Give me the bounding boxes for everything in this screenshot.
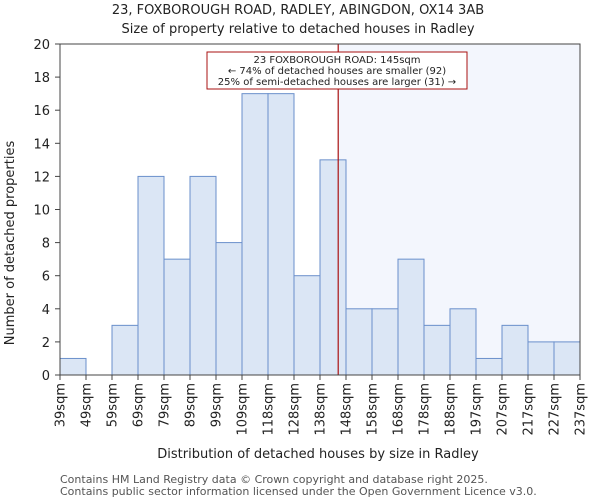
bar-178sqm	[423, 324, 451, 376]
y-tick-label-0: 0	[42, 369, 50, 384]
bar-59sqm	[111, 324, 139, 376]
x-tick-label-168sqm: 168sqm	[392, 383, 407, 436]
y-tick-label-10: 10	[33, 204, 50, 219]
x-tick-label-89sqm: 89sqm	[184, 383, 199, 427]
chart-title: 23, FOXBOROUGH ROAD, RADLEY, ABINGDON, O…	[112, 3, 484, 18]
annotation-line-1: 23 FOXBOROUGH ROAD: 145sqm	[254, 55, 421, 66]
chart-subtitle: Size of property relative to detached ho…	[121, 22, 474, 37]
x-tick-label-128sqm: 128sqm	[288, 383, 303, 436]
x-tick-label-188sqm: 188sqm	[444, 383, 459, 436]
bar-158sqm	[371, 308, 399, 376]
y-axis-label: Number of detached properties	[3, 141, 18, 346]
x-tick-label-59sqm: 59sqm	[106, 383, 121, 427]
x-tick-label-237sqm: 237sqm	[574, 383, 589, 436]
y-tick-label-16: 16	[33, 104, 50, 119]
annotation-line-2: ← 74% of detached houses are smaller (92…	[228, 66, 446, 77]
bar-128sqm	[293, 275, 321, 376]
x-tick-label-39sqm: 39sqm	[54, 383, 69, 427]
x-tick-label-138sqm: 138sqm	[314, 383, 329, 436]
y-tick-label-12: 12	[33, 170, 50, 185]
x-tick-label-109sqm: 109sqm	[236, 383, 251, 436]
bar-118sqm	[267, 93, 295, 376]
x-axis-label: Distribution of detached houses by size …	[157, 447, 479, 462]
x-tick-label-118sqm: 118sqm	[262, 383, 277, 436]
x-tick-label-158sqm: 158sqm	[366, 383, 381, 436]
bar-207sqm	[501, 324, 529, 376]
bar-138sqm	[319, 159, 347, 376]
annotation-line-3: 25% of semi-detached houses are larger (…	[218, 77, 456, 88]
bar-217sqm	[527, 341, 555, 376]
bar-109sqm	[241, 93, 269, 376]
x-tick-label-148sqm: 148sqm	[340, 383, 355, 436]
bar-148sqm	[345, 308, 373, 376]
bar-197sqm	[475, 357, 503, 376]
bar-227sqm	[553, 341, 581, 376]
y-tick-label-4: 4	[42, 303, 50, 318]
x-tick-label-79sqm: 79sqm	[158, 383, 173, 427]
x-tick-label-227sqm: 227sqm	[548, 383, 563, 436]
y-tick-label-2: 2	[42, 336, 50, 351]
bar-79sqm	[163, 258, 191, 376]
x-tick-label-49sqm: 49sqm	[80, 383, 95, 427]
bars-group	[59, 93, 581, 376]
x-tick-label-99sqm: 99sqm	[210, 383, 225, 427]
footer-line-1: Contains HM Land Registry data © Crown c…	[60, 473, 488, 486]
x-tick-label-207sqm: 207sqm	[496, 383, 511, 436]
x-tick-label-197sqm: 197sqm	[470, 383, 485, 436]
bar-168sqm	[397, 258, 425, 376]
footer-line-2: Contains public sector information licen…	[60, 485, 537, 498]
y-tick-label-18: 18	[33, 71, 50, 86]
bar-188sqm	[449, 308, 477, 376]
y-ticks-group: 0 2 4 6 8 10 12 14 16 18 20	[33, 38, 60, 384]
x-tick-label-217sqm: 217sqm	[522, 383, 537, 436]
y-tick-label-20: 20	[33, 38, 50, 53]
y-tick-label-6: 6	[42, 270, 50, 285]
y-tick-label-14: 14	[33, 137, 50, 152]
annotation-frame	[206, 51, 468, 90]
bar-89sqm	[189, 175, 217, 376]
x-ticks-group: 39sqm 49sqm 59sqm 69sqm 79sqm 89sqm 99sqm 109sq…	[54, 375, 589, 436]
bar-39sqm	[59, 357, 87, 376]
bar-69sqm	[137, 175, 165, 376]
x-tick-label-69sqm: 69sqm	[132, 383, 147, 427]
annotation-box: 23 FOXBOROUGH ROAD: 145sqm ← 74% of deta…	[206, 51, 468, 90]
bar-99sqm	[215, 242, 243, 376]
y-tick-label-8: 8	[42, 237, 50, 252]
x-tick-label-178sqm: 178sqm	[418, 383, 433, 436]
